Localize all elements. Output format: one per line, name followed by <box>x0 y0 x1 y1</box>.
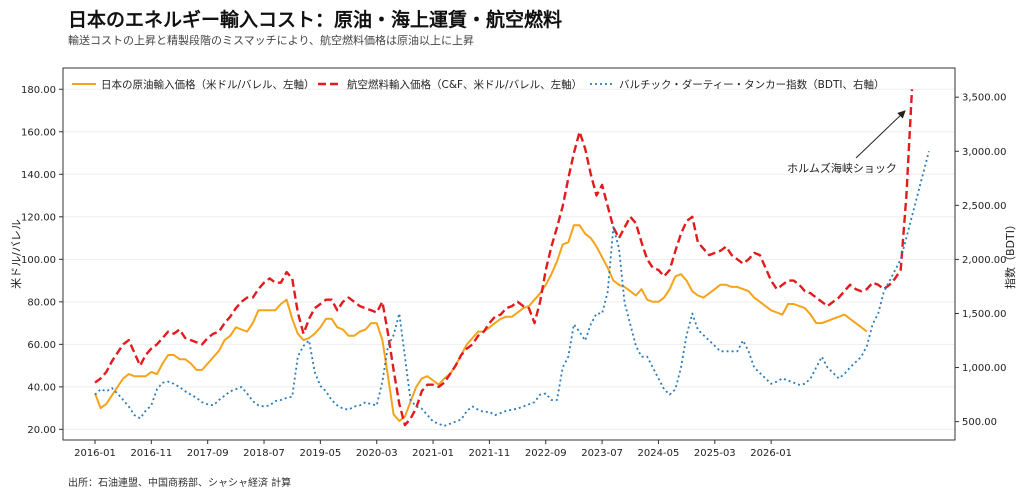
x-tick-label: 2021-11 <box>469 448 511 459</box>
y-right-tick-label: 2,000.00 <box>962 255 1007 266</box>
x-tick-label: 2020-03 <box>356 448 398 459</box>
y-left-tick-label: 100.00 <box>21 255 56 266</box>
x-tick-label: 2022-09 <box>525 448 567 459</box>
y-left-tick-label: 60.00 <box>27 340 56 351</box>
x-tick-label: 2016-01 <box>74 448 116 459</box>
x-tick-label: 2018-07 <box>243 448 285 459</box>
x-tick-label: 2016-11 <box>130 448 172 459</box>
y-left-axis-label: 米ドル/バレル <box>10 219 23 289</box>
y-right-tick-label: 2,500.00 <box>962 201 1007 212</box>
annotation-text: ホルムズ海峡ショック <box>787 161 897 175</box>
y-left-tick-label: 160.00 <box>21 127 56 138</box>
y-left-tick-label: 20.00 <box>27 425 56 436</box>
y-left-tick-label: 140.00 <box>21 170 56 181</box>
series-line-2 <box>94 89 914 427</box>
series-line-3 <box>94 151 930 427</box>
x-tick-label: 2019-05 <box>299 448 341 459</box>
chart-subtitle: 輸送コストの上昇と精製段階のミスマッチにより、航空燃料価格は原油以上に上昇 <box>68 34 475 47</box>
y-left-tick-label: 40.00 <box>27 382 56 393</box>
y-left-tick-label: 80.00 <box>27 297 56 308</box>
y-right-tick-label: 1,500.00 <box>962 309 1007 320</box>
annotation-arrow <box>855 110 906 159</box>
series-line-1 <box>94 224 868 422</box>
x-tick-label: 2021-01 <box>412 448 454 459</box>
y-right-tick-label: 3,000.00 <box>962 147 1007 158</box>
x-tick-label: 2025-03 <box>694 448 736 459</box>
source-note: 出所：石油連盟、中国商務部、シャシャ経済 計算 <box>68 478 292 489</box>
legend-label-1: 日本の原油輸入価格（米ドル/バレル、左軸） <box>101 78 315 91</box>
y-left-tick-label: 120.00 <box>21 212 56 223</box>
y-right-axis-label: 指数（BDTI） <box>1003 219 1017 289</box>
x-tick-label: 2017-09 <box>187 448 229 459</box>
legend-label-3: バルチック・ダーティー・タンカー指数（BDTI、右軸） <box>619 78 884 91</box>
y-right-tick-label: 1,000.00 <box>962 363 1007 374</box>
y-right-tick-label: 3,500.00 <box>962 93 1007 104</box>
x-tick-label: 2023-07 <box>581 448 623 459</box>
x-tick-label: 2026-01 <box>750 448 792 459</box>
x-tick-label: 2024-05 <box>638 448 680 459</box>
y-right-tick-label: 500.00 <box>962 417 997 428</box>
plot-frame <box>62 67 956 441</box>
legend-label-2: 航空燃料輸入価格（C&F、米ドル/バレル、左軸） <box>347 78 582 91</box>
y-left-tick-label: 180.00 <box>21 85 56 96</box>
chart-title: 日本のエネルギー輸入コスト：原油・海上運賃・航空燃料 <box>68 9 563 31</box>
